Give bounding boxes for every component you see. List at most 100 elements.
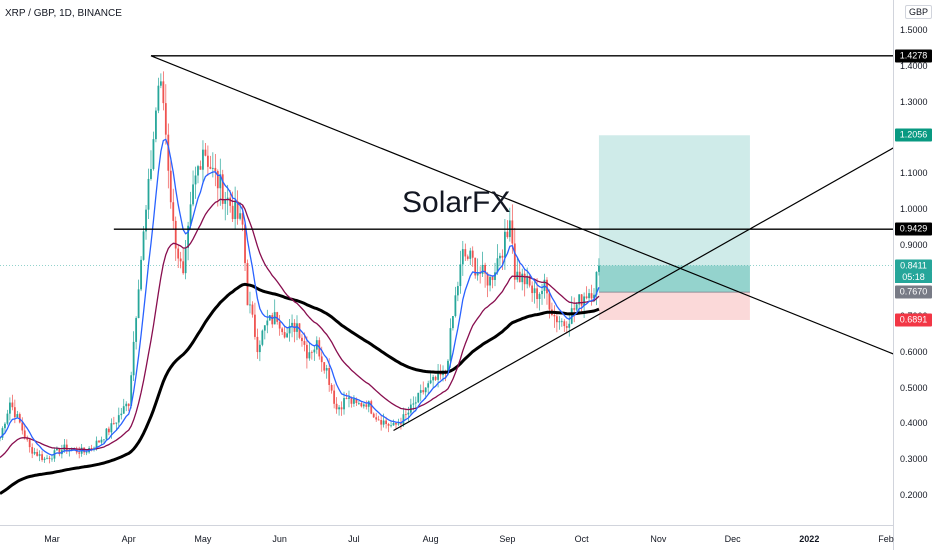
candle-body (95, 440, 98, 448)
candle-body (241, 213, 244, 225)
price-tick: 0.9000 (900, 239, 928, 250)
candle-body (236, 201, 239, 219)
candle-body (117, 415, 120, 423)
candle-body (521, 273, 524, 283)
candle-body (110, 423, 113, 433)
candle-body (560, 321, 563, 323)
price-label-entry: 0.7670 (895, 285, 932, 299)
candle-body (303, 341, 306, 345)
candle-body (150, 169, 152, 179)
candle-body (135, 318, 138, 342)
candle-body (565, 326, 568, 328)
candle-body (429, 380, 432, 384)
price-axis[interactable]: 1.50001.40001.30001.20001.10001.00000.90… (893, 0, 932, 550)
stop-zone (598, 292, 750, 320)
candle-body (283, 332, 286, 338)
chart-area[interactable]: XRP / GBP, 1D, BINANCE SolarFX (0, 0, 893, 525)
candle-body (216, 171, 219, 189)
candle-body (412, 403, 415, 405)
candle-body (538, 294, 541, 299)
candle-body (263, 325, 266, 331)
candle-body (21, 422, 24, 431)
candle-body (499, 255, 501, 259)
candle-body (375, 417, 378, 420)
candle-body (98, 440, 100, 443)
candle-body (184, 247, 187, 274)
candle-body (13, 407, 16, 418)
ema-slow-line (0, 282, 600, 495)
candle-body (437, 372, 439, 380)
candle-body (449, 328, 452, 361)
candle-body (187, 225, 189, 248)
candle-body (432, 376, 435, 381)
candle-body (370, 401, 373, 414)
price-label-stop: 0.6891 (895, 313, 932, 327)
candle-body (308, 352, 311, 359)
candle-body (251, 304, 254, 315)
candle-body (174, 220, 177, 249)
candle-body (276, 312, 279, 322)
candle-body (323, 362, 326, 371)
candle-body (343, 398, 345, 410)
candle-body (56, 448, 58, 451)
symbol-title[interactable]: XRP / GBP, 1D, BINANCE (5, 8, 122, 19)
candle-body (16, 414, 19, 418)
time-tick: Jun (272, 534, 287, 544)
time-tick: Oct (574, 534, 589, 544)
candle-body (345, 398, 348, 399)
time-axis[interactable]: Mar Apr May Jun Jul Aug Sep Oct Nov Dec 2022 Feb (0, 525, 894, 550)
currency-label[interactable]: GBP (905, 5, 932, 19)
candle-body (558, 321, 561, 323)
candle-body (229, 197, 232, 206)
candle-body (70, 449, 73, 451)
candle-body (100, 439, 103, 443)
candle-body (590, 293, 593, 299)
candle-body (491, 276, 494, 280)
candle-body (239, 213, 241, 219)
candle-body (209, 166, 212, 169)
candle-body (130, 375, 133, 407)
candle-body (355, 398, 358, 404)
candle-body (192, 184, 194, 205)
candle-body (258, 344, 261, 353)
candle-body (598, 265, 600, 272)
candle-body (353, 398, 355, 404)
candle-body (273, 312, 276, 325)
candle-body (268, 315, 271, 321)
candle-body (207, 155, 209, 167)
candle-body (167, 134, 170, 171)
candle-body (395, 422, 397, 425)
price-tick: 1.4000 (900, 60, 928, 71)
price-label-target: 1.2056 (895, 128, 932, 142)
candle-body (533, 288, 536, 294)
candle-body (526, 275, 529, 285)
candle-body (506, 231, 509, 238)
ema-fast-line (0, 138, 600, 456)
candle-body (424, 387, 427, 393)
candle-body (407, 412, 410, 415)
candle-body (214, 167, 217, 172)
price-tick: 1.1000 (900, 168, 928, 179)
candle-body (570, 308, 573, 324)
price-chart[interactable] (0, 0, 893, 525)
support-trendline (393, 147, 893, 432)
candle-body (466, 256, 469, 259)
candle-body (452, 316, 454, 329)
candle-body (58, 448, 61, 455)
candle-body (224, 199, 227, 204)
candle-body (182, 261, 185, 274)
candle-body (46, 457, 48, 459)
candle-body (189, 204, 192, 226)
price-tick: 1.5000 (900, 25, 928, 35)
candle-body (140, 259, 142, 290)
candle-body (179, 258, 182, 262)
price-tick: 1.0000 (900, 203, 928, 214)
candle-body (152, 139, 155, 170)
candle-body (199, 166, 202, 170)
candle-body (513, 243, 516, 280)
price-label-key-level: 0.9429 (895, 222, 932, 236)
candle-body (197, 166, 199, 176)
candle-body (125, 403, 128, 407)
candle-body (155, 110, 157, 140)
candle-body (85, 452, 88, 454)
